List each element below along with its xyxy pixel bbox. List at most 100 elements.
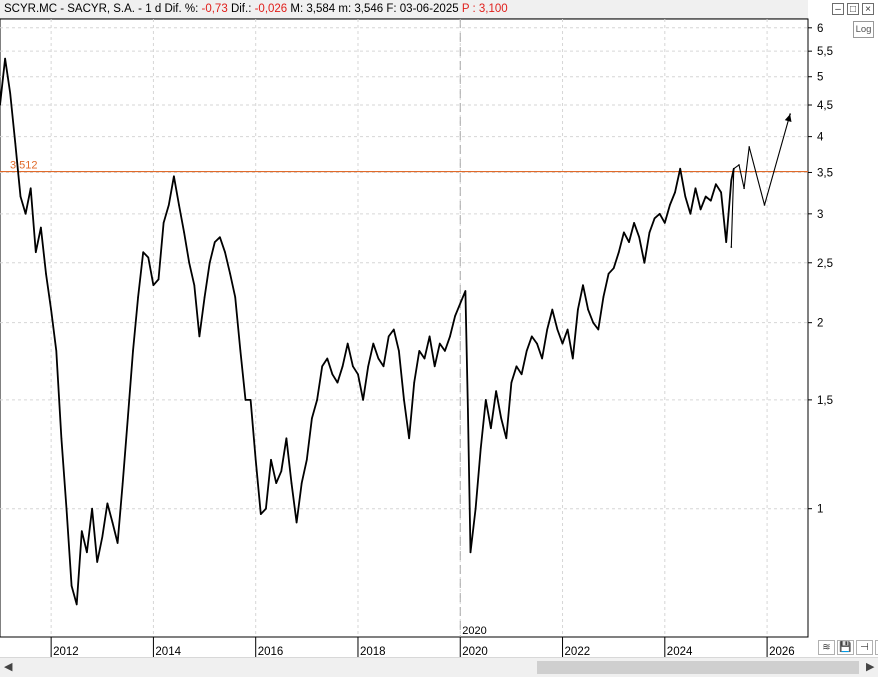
price-data-point	[648, 231, 651, 234]
price-data-point	[561, 342, 564, 345]
y-tick-label: 1	[817, 504, 823, 516]
price-data-point	[219, 236, 221, 238]
price-data-point	[459, 302, 462, 305]
horizontal-scrollbar[interactable]: ◀ ▶	[0, 657, 878, 677]
projection-data-point	[748, 146, 750, 148]
window-controls: – □ ×	[832, 3, 874, 15]
price-data-point	[116, 542, 119, 544]
price-data-point	[352, 365, 354, 368]
color-swatch-icon[interactable]	[875, 640, 878, 655]
pin-icon[interactable]: ⊣	[856, 640, 873, 655]
price-data-point	[162, 222, 165, 224]
scroll-thumb[interactable]	[537, 661, 859, 674]
price-data-point	[24, 213, 27, 215]
price-data-point	[35, 251, 37, 253]
close-icon[interactable]: ×	[862, 3, 874, 15]
price-data-point	[65, 507, 68, 510]
y-tick-label: 1,5	[817, 395, 833, 407]
price-data-point	[311, 417, 313, 420]
min-value: 3,546	[354, 3, 384, 15]
price-data-point	[500, 417, 503, 420]
price-data-point	[403, 399, 405, 401]
projection-data-point	[789, 113, 791, 115]
price-data-point	[510, 381, 513, 384]
price-data-point	[275, 482, 278, 484]
price-data-point	[147, 256, 150, 259]
price-data-point	[602, 296, 605, 298]
save-icon[interactable]: 💾	[837, 640, 854, 655]
price-data-point	[725, 241, 727, 243]
autoscale-icon[interactable]: ≋	[818, 640, 835, 655]
price-data-point	[638, 236, 640, 238]
price-data-point	[55, 350, 58, 352]
price-data-point	[454, 315, 456, 317]
horizontal-level-label: 3,512	[10, 160, 38, 172]
price-data-point	[612, 267, 615, 270]
price-data-point	[316, 399, 318, 401]
price-data-point	[566, 328, 569, 331]
price-data-point	[234, 296, 236, 298]
price-data-point	[0, 104, 1, 106]
price-data-point	[111, 521, 114, 524]
price-data-point	[479, 448, 482, 450]
plot-area	[0, 18, 809, 638]
interval-label: 1 d	[145, 3, 162, 15]
price-data-point	[495, 390, 497, 392]
price-data-point	[485, 399, 487, 401]
price-data-point	[464, 290, 467, 292]
price-data-point	[173, 175, 175, 178]
price-chart[interactable]: 3,512 2020 1 1,5 2 2,5 3 3,5 4 4,5 5 5,5 6 2012 2014 2…	[0, 0, 878, 657]
price-data-point	[91, 507, 93, 510]
projection-data-point	[743, 187, 745, 190]
price-data-point	[326, 357, 329, 360]
price-data-point	[157, 278, 160, 281]
y-tick-label: 3,5	[817, 167, 833, 179]
price-data-point	[490, 427, 492, 430]
price-data-point	[75, 603, 78, 606]
price-value: 3,100	[478, 3, 508, 15]
price-data-point	[618, 251, 620, 253]
y-tick-label: 4,5	[817, 100, 833, 112]
price-data-point	[474, 507, 477, 510]
price-data-point	[592, 321, 594, 324]
price-data-point	[684, 195, 687, 198]
price-data-point	[531, 335, 533, 338]
price-data-point	[214, 241, 216, 243]
price-data-point	[362, 399, 364, 401]
price-series-line	[0, 57, 735, 606]
price-data-point	[254, 459, 257, 461]
scroll-left-icon[interactable]: ◀	[4, 661, 13, 673]
price-data-point	[674, 191, 676, 194]
price-data-point	[694, 187, 697, 190]
price-data-point	[689, 213, 692, 215]
price-data-point	[14, 142, 17, 145]
x-tick-label: 2014	[155, 646, 181, 657]
price-data-point	[306, 459, 308, 461]
price-data-point	[469, 551, 472, 554]
price-data-point	[439, 342, 441, 345]
price-data-point	[224, 251, 226, 253]
price-data-point	[643, 262, 646, 264]
projection-arrowhead	[784, 114, 792, 122]
x-tick-label: 2026	[769, 646, 795, 657]
minimize-icon[interactable]: –	[832, 3, 844, 15]
price-data-point	[367, 365, 370, 368]
price-data-point	[653, 217, 656, 220]
price-data-point	[29, 187, 32, 190]
price-data-point	[372, 342, 375, 345]
price-data-point	[720, 191, 722, 194]
price-data-point	[270, 459, 272, 461]
price-data-point	[433, 365, 436, 368]
price-data-point	[664, 222, 666, 224]
maximize-icon[interactable]: □	[847, 3, 859, 15]
scroll-right-icon[interactable]: ▶	[866, 661, 875, 673]
dif-value: -0,026	[254, 3, 288, 15]
log-scale-button[interactable]: Log	[853, 21, 874, 38]
price-data-point	[50, 308, 52, 311]
price-data-point	[208, 262, 211, 264]
price-data-point	[239, 350, 242, 352]
vertical-marker-label: 2020	[462, 625, 486, 637]
price-data-point	[408, 437, 410, 440]
y-tick-label: 5	[817, 72, 823, 84]
price-data-point	[86, 551, 88, 554]
